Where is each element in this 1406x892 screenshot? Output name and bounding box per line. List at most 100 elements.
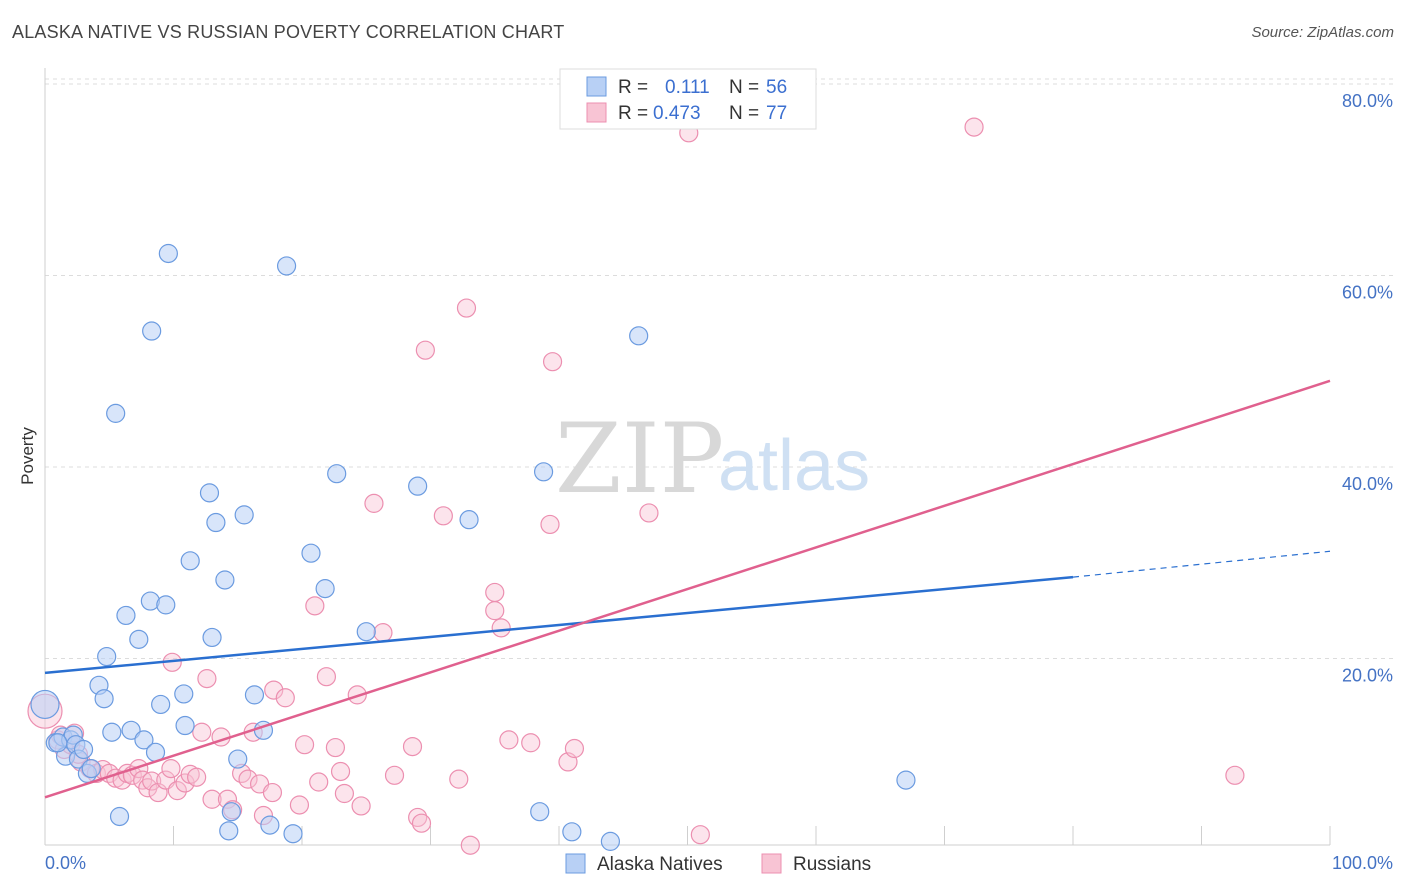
bottom-legend-label-alaska: Alaska Natives <box>597 854 723 875</box>
legend-n-value-alaska: 56 <box>766 77 787 98</box>
russian-point <box>197 669 217 689</box>
russian-point <box>309 772 329 792</box>
alaska-native-point <box>129 629 149 649</box>
russian-point <box>411 813 432 833</box>
alaska-native-point <box>174 684 194 704</box>
russian-point <box>964 117 984 137</box>
alaska-native-point <box>106 403 126 423</box>
legend-n-value-russian: 77 <box>766 103 787 124</box>
alaska-native-point <box>180 551 200 571</box>
alaska-native-point <box>301 543 321 563</box>
russian-point <box>275 688 295 708</box>
russian-point <box>491 618 511 638</box>
source-label: Source: ZipAtlas.com <box>1251 24 1394 41</box>
alaska-native-point <box>206 512 226 533</box>
russian-point <box>1225 765 1245 785</box>
correlation-legend: R = 0.111 N = 56 R = 0.473 N = 77 <box>559 68 817 130</box>
russian-point <box>639 503 659 523</box>
russian-point <box>142 771 162 791</box>
alaska-native-point <box>109 806 130 827</box>
legend-swatch-alaska <box>586 76 607 97</box>
russian-point <box>521 733 541 753</box>
russian-point <box>264 680 284 700</box>
russian-point <box>334 783 355 804</box>
alaska-native-point <box>121 720 141 740</box>
russian-point <box>499 730 519 750</box>
russian-point <box>316 667 337 687</box>
alaska-native-point <box>234 505 254 525</box>
legend-r-label-russian: R = <box>618 103 648 124</box>
russian-point <box>564 738 585 759</box>
legend-r-value-russian: 0.473 <box>653 103 701 124</box>
russian-point <box>449 769 469 789</box>
alaska-native-point <box>533 462 554 482</box>
legend-n-label-russian: N = <box>729 103 759 124</box>
alaska-native-point <box>244 685 265 705</box>
y-tick-labels: 20.0% 40.0% 60.0% 80.0% <box>1342 91 1393 686</box>
bottom-legend-swatch-alaska <box>565 853 586 874</box>
russian-point <box>456 298 477 318</box>
russian-point <box>351 796 371 816</box>
alaska-native-point <box>175 715 195 736</box>
alaska-native-point <box>81 759 101 779</box>
russian-point <box>325 737 346 758</box>
russians-trend-line <box>44 379 1331 799</box>
alaska-native-point <box>327 464 347 484</box>
russian-point <box>485 601 505 621</box>
alaska-native-point <box>530 802 550 822</box>
alaska-natives-trend-line <box>44 575 1074 675</box>
chart-title: ALASKA NATIVE VS RUSSIAN POVERTY CORRELA… <box>12 22 565 42</box>
y-tick-label: 20.0% <box>1342 666 1393 686</box>
russian-point <box>330 761 351 782</box>
alaska-native-point <box>260 815 280 835</box>
grid-lines <box>45 78 1395 659</box>
alaska-native-point <box>896 770 916 790</box>
alaska-native-point <box>228 749 248 769</box>
x-tick-label: 0.0% <box>45 853 86 873</box>
alaska-native-point <box>48 733 68 753</box>
russian-point <box>289 795 310 815</box>
alaska-native-point <box>151 694 171 715</box>
russian-point <box>690 825 710 845</box>
alaska-native-point <box>600 831 621 851</box>
bottom-legend-label-russian: Russians <box>793 854 871 875</box>
alaska-native-point <box>158 243 178 264</box>
y-axis-label: Poverty <box>18 427 37 485</box>
russian-point <box>402 736 423 757</box>
russian-point <box>384 765 405 785</box>
alaska-native-point <box>202 627 222 648</box>
legend-n-label-alaska: N = <box>729 77 759 98</box>
legend-swatch-russian <box>586 102 607 123</box>
alaska-native-point <box>134 730 154 750</box>
series-legend: Alaska Natives Russians <box>565 853 871 875</box>
alaska-native-point <box>30 689 60 720</box>
russian-point <box>373 623 393 643</box>
russian-point <box>167 781 187 801</box>
y-tick-label: 80.0% <box>1342 91 1393 111</box>
russian-point <box>238 769 258 789</box>
russian-point <box>262 782 283 803</box>
alaska-native-point <box>408 476 428 496</box>
y-tick-label: 60.0% <box>1342 283 1393 303</box>
alaska-native-point <box>94 689 114 709</box>
russian-point <box>202 789 222 809</box>
alaska-natives-points <box>30 243 916 851</box>
alaska-native-point <box>459 510 479 530</box>
legend-r-label-alaska: R = <box>618 77 648 98</box>
trend-lines <box>44 379 1331 799</box>
alaska-native-point <box>199 483 220 503</box>
alaska-native-point <box>73 739 94 760</box>
alaska-native-point <box>102 722 122 742</box>
alaska-natives-trend-extension <box>1072 550 1331 578</box>
watermark-zip: ZIP <box>555 403 724 515</box>
alaska-native-point <box>116 605 136 626</box>
russian-point <box>161 759 181 779</box>
alaska-native-point <box>219 821 239 841</box>
bottom-legend-swatch-russian <box>761 853 782 874</box>
russian-point <box>460 835 480 855</box>
alaska-native-point <box>215 570 235 590</box>
alaska-native-point <box>629 326 649 346</box>
alaska-native-point <box>562 822 582 842</box>
x-tick-labels: 0.0% 100.0% <box>45 853 1393 873</box>
